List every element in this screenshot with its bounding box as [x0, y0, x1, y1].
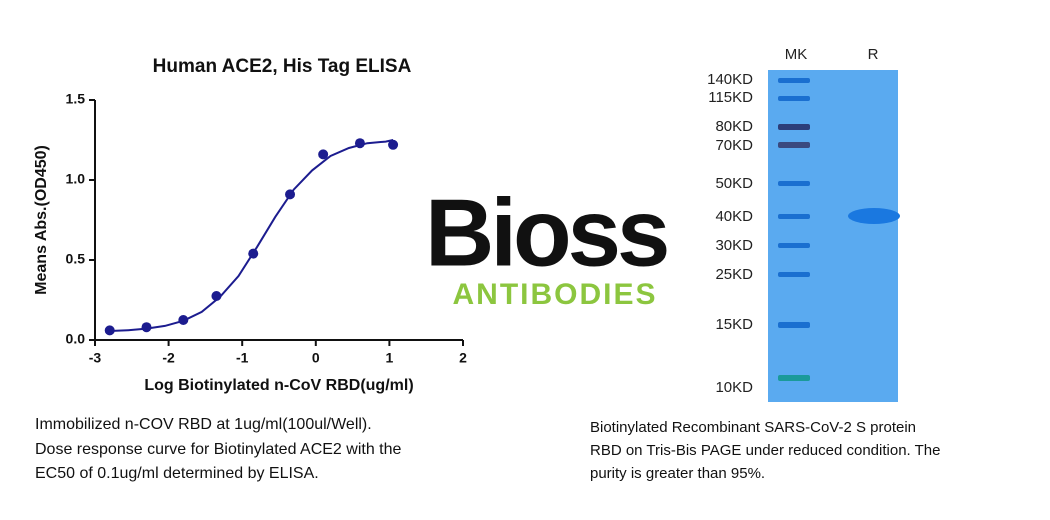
x-axis-title: Log Biotinylated n-CoV RBD(ug/ml) — [144, 377, 413, 394]
marker-label: 30KD — [715, 237, 753, 254]
data-point — [354, 138, 365, 149]
logo: Bioss ANTIBODIES — [425, 179, 671, 311]
y-tick-label: 0.5 — [66, 251, 86, 267]
data-point — [141, 322, 152, 333]
caption-line: Biotinylated Recombinant SARS-CoV-2 S pr… — [590, 419, 916, 436]
x-tick-label: -2 — [162, 350, 175, 366]
band — [778, 375, 810, 381]
gel-bands — [778, 78, 900, 381]
marker-label: 15KD — [715, 316, 753, 333]
caption-line: Immobilized n-COV RBD at 1ug/ml(100ul/We… — [35, 416, 372, 433]
marker-label: 10KD — [715, 379, 753, 396]
marker-label: 50KD — [715, 175, 753, 192]
caption-line: RBD on Tris-Bis PAGE under reduced condi… — [590, 442, 940, 459]
chart-title: Human ACE2, His Tag ELISA — [153, 56, 412, 77]
marker-label: 140KD — [707, 71, 753, 88]
lane-label: R — [868, 46, 879, 63]
band — [778, 322, 810, 328]
y-tick-label: 1.0 — [66, 171, 86, 187]
data-point — [211, 291, 222, 301]
lane-label: MK — [785, 46, 808, 63]
marker-label: 40KD — [715, 208, 753, 225]
data-point — [318, 149, 329, 160]
x-tick-label: 1 — [386, 350, 394, 366]
x-tick-label: -3 — [89, 350, 102, 366]
data-point — [178, 315, 189, 325]
band — [778, 78, 810, 83]
logo-tagline: ANTIBODIES — [452, 278, 657, 311]
fit-line — [109, 139, 394, 333]
band — [778, 124, 810, 130]
data-point — [388, 139, 399, 150]
data-point — [285, 189, 296, 200]
data-point — [248, 248, 259, 259]
x-tick-label: 2 — [459, 350, 467, 366]
y-axis-title: Means Abs.(OD450) — [33, 145, 50, 295]
gel — [768, 70, 898, 402]
band — [778, 142, 810, 148]
band — [778, 181, 810, 186]
caption-line: EC50 of 0.1ug/ml determined by ELISA. — [35, 465, 319, 482]
x-tick-label: -1 — [236, 350, 249, 366]
y-tick-label: 0.0 — [66, 331, 86, 347]
band — [778, 214, 810, 219]
caption-line: purity is greater than 95%. — [590, 465, 765, 482]
y-tick-label: 1.5 — [66, 91, 86, 107]
x-tick-label: 0 — [312, 350, 320, 366]
marker-label: 25KD — [715, 266, 753, 283]
marker-label: 115KD — [708, 89, 753, 106]
marker-label: 80KD — [715, 118, 753, 135]
logo-name: Bioss — [425, 179, 667, 286]
caption-line: Dose response curve for Biotinylated ACE… — [35, 441, 402, 458]
band — [848, 208, 900, 224]
band — [778, 272, 810, 277]
band — [778, 96, 810, 101]
band — [778, 243, 810, 248]
data-point — [104, 325, 115, 336]
marker-label: 70KD — [715, 137, 753, 154]
